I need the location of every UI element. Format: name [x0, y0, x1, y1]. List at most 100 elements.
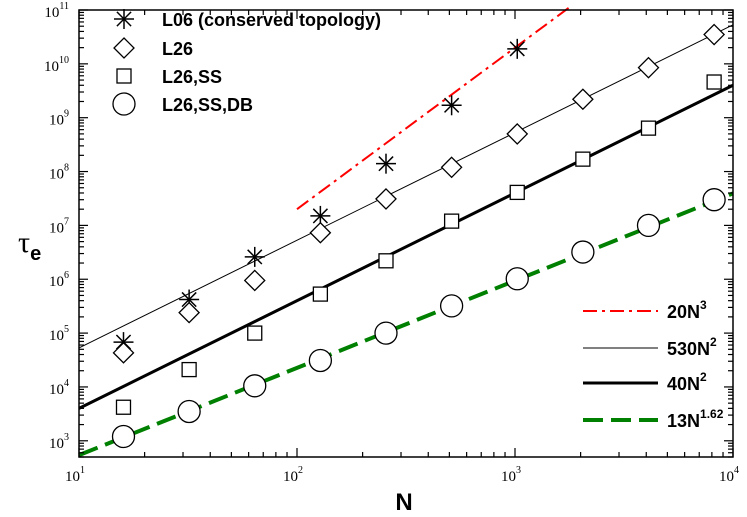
x-tick-label-exp: 4: [734, 465, 739, 476]
x-tick-label-base: 10: [501, 469, 516, 485]
y-tick-label: 108: [49, 163, 69, 183]
x-tick-label-base: 10: [65, 469, 80, 485]
data-point-asterisk-stroke: [509, 41, 525, 57]
data-point-asterisk-stroke: [247, 249, 263, 265]
data-point-asterisk: [507, 38, 528, 59]
data-point-circle: [111, 424, 136, 449]
fit-legend-label-exp: 2: [700, 370, 707, 384]
y-tick-label-exp: 5: [64, 324, 69, 335]
y-tick-label-exp: 8: [64, 163, 69, 174]
data-point-circle: [308, 348, 333, 373]
fit-line-1: [78, 24, 734, 349]
y-axis-title: τe: [18, 226, 41, 265]
fit-legend-label: 530N2: [667, 335, 717, 359]
data-point-asterisk-stroke: [181, 291, 197, 308]
data-point-diamond: [375, 188, 397, 210]
y-tick-label-exp: 3: [64, 432, 69, 443]
y-tick-label-base: 10: [44, 5, 59, 21]
axis-ticks: 101 102 103 1041031041051061071081091010101…: [44, 1, 739, 485]
y-tick-label-base: 10: [49, 274, 64, 290]
data-point-diamond: [506, 122, 529, 145]
legend-marker-diamond: [113, 37, 135, 59]
data-point-circle: [177, 399, 201, 424]
data-point-circle: [702, 188, 726, 212]
data-point-diamond: [440, 156, 463, 179]
x-tick-label-base: 10: [283, 469, 298, 485]
y-axis-title-base: τ: [18, 226, 30, 259]
data-point-circle: [505, 267, 529, 291]
x-tick-label-base: 10: [719, 469, 734, 485]
data-point-square: [115, 399, 132, 415]
legend-marker-square: [116, 68, 132, 84]
data-point-square: [706, 74, 722, 90]
data-point-circle: [243, 374, 267, 398]
y-tick-label: 105: [49, 324, 69, 344]
data-point-asterisk-stroke: [443, 97, 460, 113]
y-tick-label: 104: [49, 378, 69, 398]
y-tick-label: 109: [49, 109, 69, 129]
data-point-circle: [439, 294, 464, 318]
y-tick-label-base: 10: [49, 328, 64, 344]
y-tick-label: 1011: [44, 1, 69, 21]
y-tick-label-exp: 4: [64, 378, 69, 389]
legend-marker-circle: [112, 92, 136, 116]
legend-label: L26: [162, 39, 193, 59]
data-point-diamond: [243, 269, 266, 292]
y-tick-label: 1010: [44, 55, 69, 75]
x-tick-label: 104: [719, 465, 739, 485]
y-tick-label-exp: 10: [59, 55, 69, 66]
data-point-diamond: [571, 88, 594, 111]
y-tick-label-base: 10: [49, 220, 64, 236]
fit-legend-label-base: 530N: [667, 339, 710, 359]
data-point-diamond: [703, 23, 726, 46]
legend-label: L26,SS: [162, 67, 222, 87]
y-tick-label: 106: [49, 270, 69, 290]
data-point-square: [181, 361, 197, 378]
fit-line-3: [78, 191, 734, 457]
data-point-square: [247, 325, 263, 341]
fit-legend-label-exp: 1.62: [700, 407, 724, 421]
fit-legend-label: 13N1.62: [667, 407, 724, 431]
y-tick-label-base: 10: [49, 436, 64, 452]
fit-legend-label: 20N3: [667, 298, 707, 322]
y-tick-label-base: 10: [49, 167, 64, 183]
fit-legend-label-exp: 3: [700, 298, 707, 312]
data-point-asterisk: [441, 95, 462, 116]
x-tick-label-exp: 2: [298, 465, 303, 476]
x-tick-label: 103: [501, 465, 521, 485]
data-point-diamond: [178, 301, 201, 324]
y-tick-label-exp: 6: [64, 270, 69, 281]
data-point-diamond: [637, 56, 660, 79]
fit-line-0: [296, 5, 572, 210]
x-tick-label: 101: [65, 465, 85, 485]
data-markers: [111, 23, 726, 449]
x-tick-label-exp: 1: [80, 465, 85, 476]
y-tick-label-exp: 11: [59, 1, 69, 12]
data-point-asterisk-stroke: [312, 208, 329, 224]
x-tick-label: 102: [283, 465, 303, 485]
data-point-asterisk: [244, 246, 265, 267]
legend-marker-asterisk-stroke: [116, 11, 132, 27]
y-tick-label-base: 10: [44, 59, 59, 75]
fit-legend-label-exp: 2: [710, 335, 717, 349]
data-point-asterisk: [179, 289, 200, 310]
data-point-diamond: [112, 341, 135, 364]
fit-legend-label-base: 40N: [667, 374, 700, 394]
data-point-square: [509, 184, 525, 201]
y-tick-label: 107: [49, 216, 69, 236]
x-axis-title: N: [395, 489, 412, 516]
fit-line-2: [78, 83, 734, 410]
data-point-square: [575, 151, 591, 167]
fit-legend-label-base: 13N: [667, 411, 700, 431]
data-point-diamond: [309, 221, 332, 244]
y-tick-label: 103: [49, 432, 69, 452]
legend-label: L26,SS,DB: [162, 95, 253, 115]
y-axis-title-sub: e: [30, 243, 41, 265]
y-tick-label-exp: 7: [64, 216, 69, 227]
x-tick-label-exp: 3: [516, 465, 521, 476]
data-point-circle: [374, 321, 398, 345]
data-point-square: [443, 213, 460, 229]
data-point-asterisk-stroke: [378, 156, 394, 172]
